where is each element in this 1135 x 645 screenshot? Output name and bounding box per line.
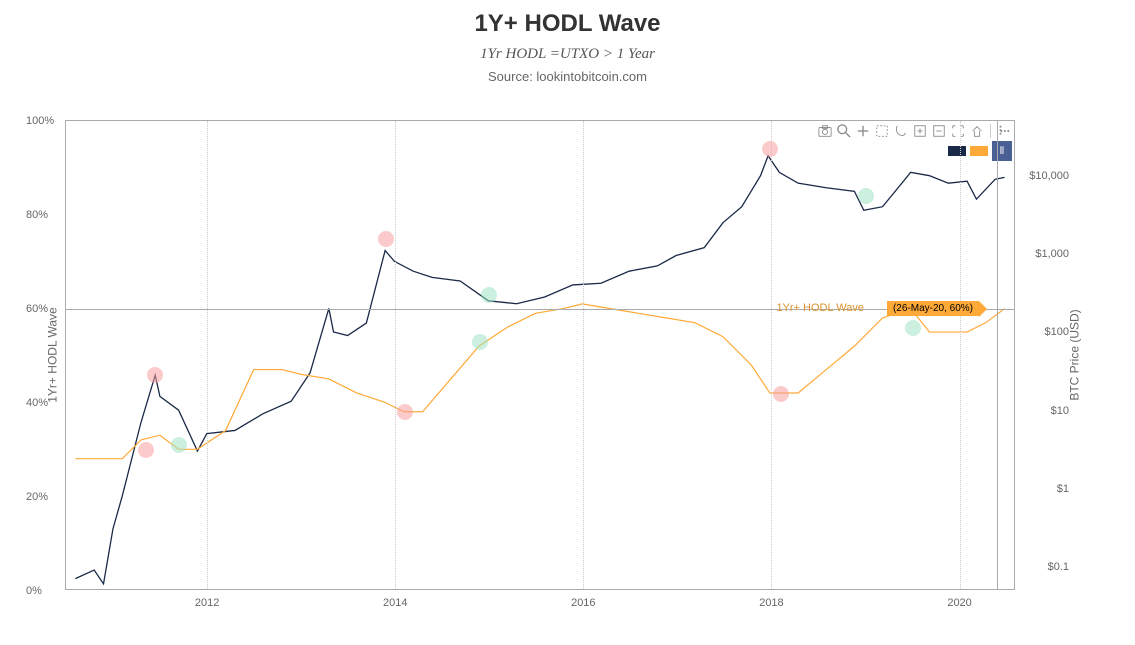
y-tick-right-label: $1 [1057, 483, 1069, 495]
gridline-vertical [207, 121, 208, 589]
y-tick-left-label: 60% [26, 303, 48, 315]
gridline-vertical [960, 121, 961, 589]
red-marker [378, 231, 394, 247]
crosshair-vertical [997, 121, 998, 589]
green-marker [171, 437, 187, 453]
x-tick-label: 2014 [383, 597, 407, 609]
y-tick-right-label: $100 [1045, 326, 1069, 338]
y-tick-right-label: $10,000 [1029, 170, 1069, 182]
hodl-series-label: 1Yr+ HODL Wave [776, 302, 864, 314]
green-marker [472, 334, 488, 350]
crosshair-tooltip: (26-May-20, 60%) [887, 301, 979, 316]
y-tick-left-label: 0% [26, 585, 42, 597]
y-axis-left-label: 1Yr+ HODL Wave [46, 307, 60, 402]
chart-plot-area[interactable]: ⦀ 0%20%40%60%80%100% $0.1$1$10$100$1,000… [65, 120, 1015, 590]
green-marker [858, 188, 874, 204]
red-marker [773, 386, 789, 402]
y-tick-right-label: $1,000 [1035, 248, 1069, 260]
x-tick-label: 2020 [947, 597, 971, 609]
btc-price-line [75, 156, 1004, 584]
x-tick-label: 2012 [195, 597, 219, 609]
crosshair-horizontal [66, 309, 1014, 310]
hodl-wave-line [75, 304, 1004, 459]
red-marker [762, 141, 778, 157]
chart-source: Source: lookintobitcoin.com [0, 69, 1135, 84]
green-marker [905, 320, 921, 336]
y-tick-right-label: $10 [1051, 405, 1069, 417]
y-tick-left-label: 80% [26, 209, 48, 221]
x-tick-label: 2018 [759, 597, 783, 609]
red-marker [138, 442, 154, 458]
gridline-vertical [583, 121, 584, 589]
gridline-vertical [771, 121, 772, 589]
red-marker [397, 404, 413, 420]
chart-title: 1Y+ HODL Wave [0, 10, 1135, 38]
chart-subtitle: 1Yr HODL =UTXO > 1 Year [0, 46, 1135, 63]
y-tick-right-label: $0.1 [1048, 561, 1069, 573]
y-tick-left-label: 20% [26, 491, 48, 503]
x-tick-label: 2016 [571, 597, 595, 609]
y-tick-left-label: 40% [26, 397, 48, 409]
red-marker [147, 367, 163, 383]
gridline-vertical [395, 121, 396, 589]
y-tick-left-label: 100% [26, 115, 54, 127]
y-axis-right-label: BTC Price (USD) [1067, 309, 1081, 400]
green-marker [481, 287, 497, 303]
